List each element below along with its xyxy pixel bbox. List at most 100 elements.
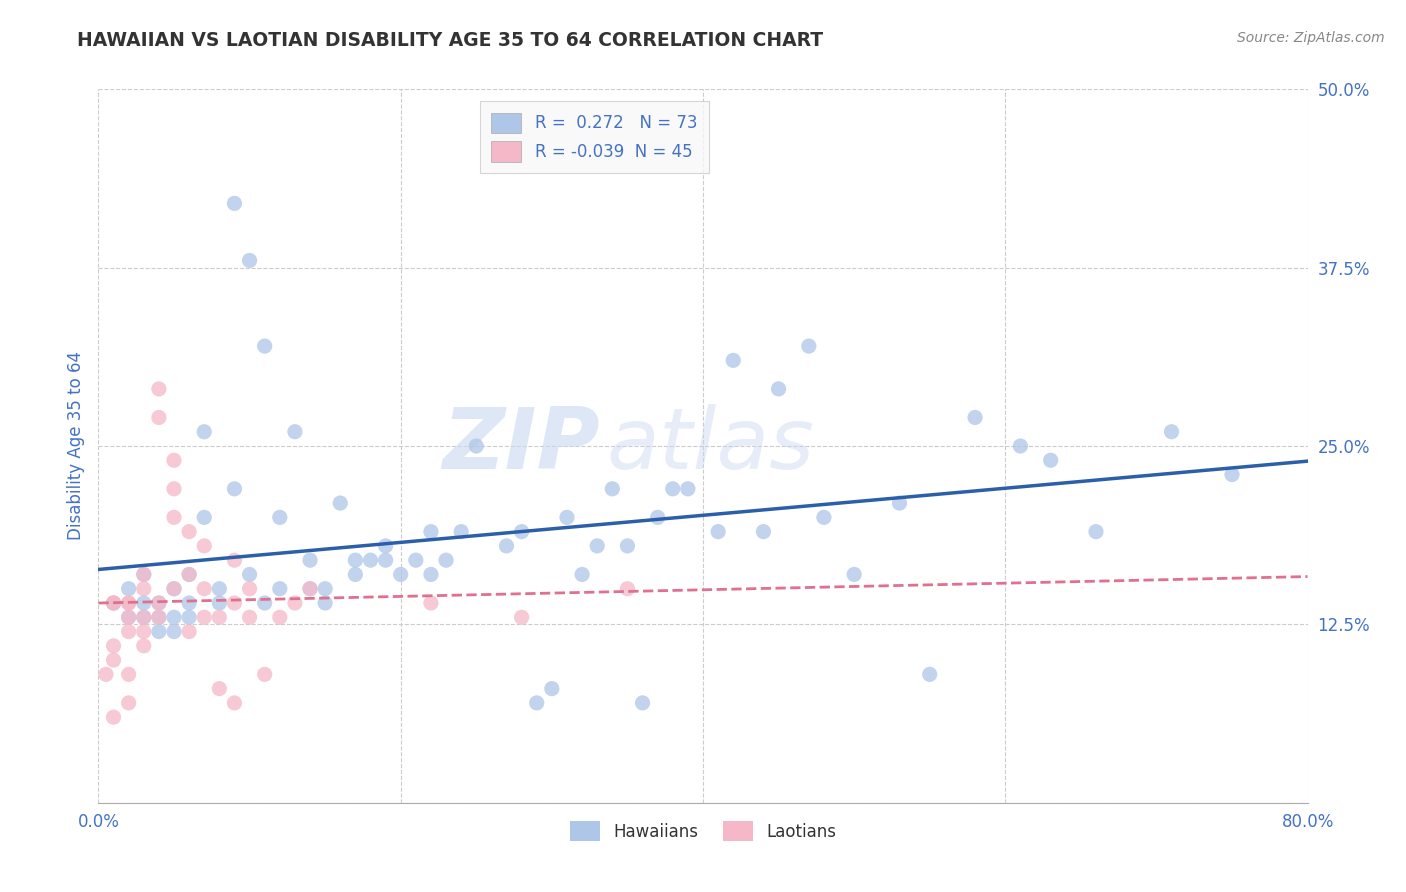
- Point: [224, 553, 246, 567]
- Point: [676, 482, 699, 496]
- Point: [193, 610, 215, 624]
- Point: [163, 482, 186, 496]
- Point: [374, 539, 396, 553]
- Point: [193, 539, 215, 553]
- Point: [269, 610, 291, 624]
- Point: [344, 553, 367, 567]
- Point: [148, 610, 170, 624]
- Point: [797, 339, 820, 353]
- Point: [103, 710, 125, 724]
- Point: [1039, 453, 1062, 467]
- Point: [118, 596, 141, 610]
- Point: [616, 539, 638, 553]
- Point: [586, 539, 609, 553]
- Point: [118, 667, 141, 681]
- Point: [118, 610, 141, 624]
- Point: [132, 596, 155, 610]
- Point: [118, 596, 141, 610]
- Point: [224, 196, 246, 211]
- Point: [602, 482, 624, 496]
- Point: [118, 624, 141, 639]
- Point: [661, 482, 683, 496]
- Point: [723, 353, 745, 368]
- Point: [118, 696, 141, 710]
- Point: [360, 553, 382, 567]
- Point: [163, 582, 186, 596]
- Point: [132, 582, 155, 596]
- Point: [193, 582, 215, 596]
- Point: [239, 253, 262, 268]
- Point: [193, 510, 215, 524]
- Point: [299, 582, 322, 596]
- Point: [224, 696, 246, 710]
- Point: [707, 524, 730, 539]
- Point: [132, 610, 155, 624]
- Text: atlas: atlas: [606, 404, 814, 488]
- Point: [616, 582, 638, 596]
- Point: [465, 439, 488, 453]
- Point: [284, 425, 307, 439]
- Point: [420, 596, 443, 610]
- Point: [918, 667, 941, 681]
- Point: [148, 382, 170, 396]
- Point: [420, 567, 443, 582]
- Point: [193, 425, 215, 439]
- Point: [239, 610, 262, 624]
- Point: [526, 696, 548, 710]
- Point: [208, 681, 231, 696]
- Text: HAWAIIAN VS LAOTIAN DISABILITY AGE 35 TO 64 CORRELATION CHART: HAWAIIAN VS LAOTIAN DISABILITY AGE 35 TO…: [77, 31, 824, 50]
- Point: [179, 610, 201, 624]
- Point: [314, 582, 336, 596]
- Point: [148, 596, 170, 610]
- Point: [768, 382, 790, 396]
- Point: [118, 582, 141, 596]
- Point: [269, 510, 291, 524]
- Point: [94, 667, 117, 681]
- Point: [132, 567, 155, 582]
- Point: [450, 524, 472, 539]
- Point: [224, 596, 246, 610]
- Point: [208, 610, 231, 624]
- Point: [179, 567, 201, 582]
- Text: ZIP: ZIP: [443, 404, 600, 488]
- Point: [329, 496, 352, 510]
- Point: [510, 610, 533, 624]
- Point: [163, 453, 186, 467]
- Point: [103, 596, 125, 610]
- Point: [495, 539, 517, 553]
- Point: [148, 410, 170, 425]
- Point: [647, 510, 669, 524]
- Legend: Hawaiians, Laotians: Hawaiians, Laotians: [562, 814, 844, 848]
- Point: [132, 610, 155, 624]
- Point: [434, 553, 457, 567]
- Point: [118, 610, 141, 624]
- Point: [752, 524, 775, 539]
- Point: [344, 567, 367, 582]
- Point: [163, 624, 186, 639]
- Point: [314, 596, 336, 610]
- Point: [163, 510, 186, 524]
- Point: [132, 624, 155, 639]
- Point: [1010, 439, 1032, 453]
- Point: [1160, 425, 1182, 439]
- Point: [1220, 467, 1243, 482]
- Y-axis label: Disability Age 35 to 64: Disability Age 35 to 64: [66, 351, 84, 541]
- Point: [103, 596, 125, 610]
- Point: [374, 553, 396, 567]
- Point: [1085, 524, 1108, 539]
- Point: [163, 610, 186, 624]
- Point: [179, 567, 201, 582]
- Point: [132, 639, 155, 653]
- Point: [132, 567, 155, 582]
- Point: [299, 553, 322, 567]
- Point: [965, 410, 987, 425]
- Point: [253, 596, 276, 610]
- Point: [389, 567, 412, 582]
- Point: [224, 482, 246, 496]
- Point: [510, 524, 533, 539]
- Point: [179, 624, 201, 639]
- Point: [103, 596, 125, 610]
- Point: [208, 596, 231, 610]
- Point: [844, 567, 866, 582]
- Point: [889, 496, 911, 510]
